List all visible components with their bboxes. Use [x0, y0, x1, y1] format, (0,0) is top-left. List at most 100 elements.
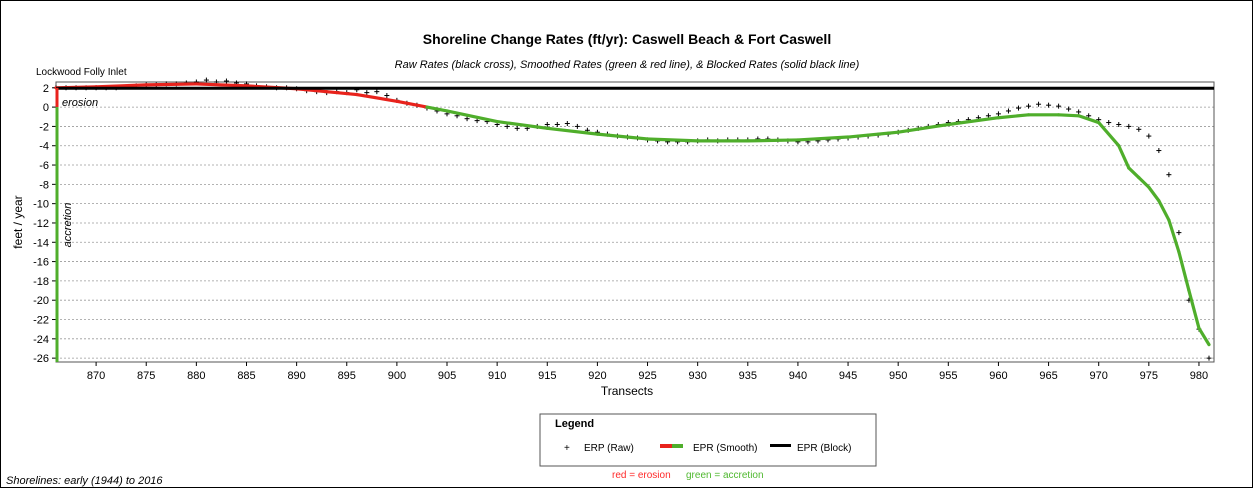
- raw-point: [1015, 105, 1021, 111]
- smooth-segment: [1197, 326, 1211, 347]
- raw-point: [384, 93, 390, 99]
- raw-point: [1086, 113, 1092, 119]
- x-tick-label: 955: [939, 370, 957, 382]
- smooth-segment: [645, 137, 700, 143]
- smooth-segment: [445, 109, 499, 124]
- smooth-segment: [194, 82, 249, 88]
- raw-point: [1046, 102, 1052, 108]
- x-tick-label: 950: [889, 370, 907, 382]
- x-tick-label: 925: [638, 370, 656, 382]
- raw-point: [564, 121, 570, 127]
- x-tick-label: 905: [438, 370, 456, 382]
- shorelines-note: Shorelines: early (1944) to 2016: [6, 475, 163, 487]
- y-tick-label: -16: [33, 257, 49, 269]
- x-tick-label: 965: [1039, 370, 1057, 382]
- plot-border: [55, 81, 1215, 363]
- smooth-segment: [325, 90, 359, 97]
- raw-point: [1166, 172, 1172, 178]
- y-tick-label: 2: [43, 83, 49, 95]
- x-tick-label: 930: [688, 370, 706, 382]
- chart-title: Shoreline Change Rates (ft/yr): Caswell …: [423, 31, 831, 47]
- smooth-segment: [746, 138, 800, 143]
- y-tick-label: -8: [39, 179, 49, 191]
- raw-point: [1176, 230, 1182, 236]
- smooth-segment: [1187, 288, 1201, 330]
- smooth-segment: [796, 135, 850, 142]
- gridlines: [56, 87, 1214, 359]
- x-tick-label: 975: [1140, 370, 1158, 382]
- x-tick-label: 940: [789, 370, 807, 382]
- y-tick-label: 0: [43, 102, 49, 114]
- x-tick-label: 870: [87, 370, 105, 382]
- series-raw: [53, 77, 1212, 361]
- x-tick-label: 980: [1190, 370, 1208, 382]
- x-tick-label: 970: [1090, 370, 1108, 382]
- smooth-segment: [1097, 120, 1121, 148]
- raw-point: [223, 78, 229, 84]
- x-tick-label: 895: [338, 370, 356, 382]
- raw-point: [1076, 109, 1082, 115]
- legend: Legend + ERP (Raw) EPR (Smooth) EPR (Blo…: [539, 413, 877, 467]
- smooth-segment: [144, 82, 198, 87]
- y-tick-label: -6: [39, 160, 49, 172]
- y-tick-label: -20: [33, 295, 49, 307]
- x-tick-label: 960: [989, 370, 1007, 382]
- raw-point: [1005, 108, 1011, 114]
- smooth-segment: [1127, 166, 1141, 180]
- y-tick-label: -4: [39, 141, 49, 153]
- x-tick-label: 935: [739, 370, 757, 382]
- footnote-accretion: green = accretion: [686, 470, 764, 481]
- raw-point: [1156, 148, 1162, 154]
- raw-point: [1026, 103, 1032, 109]
- smooth-segment: [395, 99, 429, 109]
- smooth-segment: [425, 105, 449, 113]
- x-tick-label: 945: [839, 370, 857, 382]
- raw-point: [985, 113, 991, 119]
- raw-point: [1066, 106, 1072, 112]
- smooth-segment: [1137, 175, 1151, 189]
- raw-point: [1116, 121, 1122, 127]
- x-tick-label: 920: [588, 370, 606, 382]
- chart-subtitle: Raw Rates (black cross), Smoothed Rates …: [395, 59, 860, 71]
- y-tick-label: -26: [33, 353, 49, 365]
- legend-block-swatch: [770, 444, 791, 447]
- legend-title: Legend: [555, 418, 594, 430]
- smooth-segment: [846, 130, 900, 139]
- x-tick-label: 885: [237, 370, 255, 382]
- legend-smooth-swatch-red: [660, 444, 672, 448]
- smooth-segment: [1157, 199, 1171, 222]
- y-tick-label: -22: [33, 315, 49, 327]
- raw-point: [1056, 103, 1062, 109]
- smooth-segment: [1117, 144, 1131, 170]
- y-tick-label: -2: [39, 121, 49, 133]
- smooth-segment: [1147, 185, 1161, 203]
- raw-point: [574, 123, 580, 129]
- x-axis-ticks: 870 875 880 885 890 895 900 905 910 915 920 925 930 9…: [87, 362, 1208, 382]
- smooth-segment: [94, 83, 148, 89]
- smooth-segment: [1056, 113, 1081, 118]
- y-tick-label: -24: [33, 334, 49, 346]
- plot-area: [55, 81, 1215, 363]
- smooth-segment: [545, 126, 600, 136]
- raw-point: [203, 77, 209, 83]
- x-tick-label: 900: [388, 370, 406, 382]
- x-tick-label: 875: [137, 370, 155, 382]
- smooth-segment: [495, 119, 549, 130]
- legend-raw-label: ERP (Raw): [584, 443, 634, 454]
- y-tick-label: -18: [33, 276, 49, 288]
- raw-point: [1206, 355, 1212, 361]
- raw-point: [504, 123, 510, 129]
- raw-point: [1146, 133, 1152, 139]
- inlet-label: Lockwood Folly Inlet: [36, 67, 127, 78]
- raw-point: [995, 111, 1001, 117]
- smooth-segment: [996, 113, 1031, 120]
- legend-box: [539, 413, 877, 467]
- raw-point: [544, 121, 550, 127]
- smooth-segment: [896, 122, 950, 134]
- footnote-erosion: red = erosion: [612, 470, 671, 481]
- y-axis-ticks: 2 0 -2 -4 -6 -8 -10 -12 -14 -16 -18 -20 -22 -24 -26: [33, 83, 56, 365]
- erosion-label: erosion: [62, 97, 98, 109]
- raw-point: [1136, 126, 1142, 132]
- accretion-label: accretion: [62, 203, 74, 248]
- raw-point: [1036, 101, 1042, 107]
